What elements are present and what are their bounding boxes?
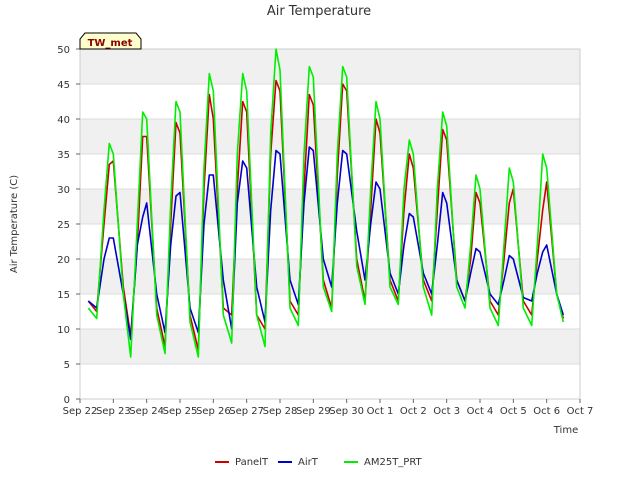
x-axis-label: Time bbox=[553, 425, 578, 436]
x-tick-label: Oct 3 bbox=[433, 406, 460, 417]
y-tick-label: 40 bbox=[57, 115, 70, 126]
series-lines bbox=[87, 48, 565, 358]
x-tick-label: Sep 25 bbox=[163, 406, 198, 417]
background-band bbox=[80, 119, 580, 154]
legend-label-airt: AirT bbox=[298, 457, 319, 468]
y-tick-label: 50 bbox=[57, 45, 70, 56]
legend-label-panelt: PanelT bbox=[235, 457, 269, 468]
x-tick-label: Sep 23 bbox=[96, 406, 131, 417]
x-tick-label: Sep 28 bbox=[263, 406, 298, 417]
x-tick-label: Sep 29 bbox=[296, 406, 331, 417]
station-badge: TW_met bbox=[79, 32, 142, 50]
series-line-airt bbox=[87, 146, 565, 341]
x-tick-label: Sep 30 bbox=[329, 406, 364, 417]
legend-label-am25t_prt: AM25T_PRT bbox=[364, 457, 423, 468]
y-tick-label: 45 bbox=[57, 80, 70, 91]
y-axis-ticks: 0 5 10 15 20 25 30 35 40 45 50 bbox=[57, 45, 80, 406]
x-tick-label: Oct 6 bbox=[533, 406, 560, 417]
background-band bbox=[80, 329, 580, 364]
legend: PanelT AirT AM25T_PRT bbox=[215, 457, 423, 468]
y-tick-label: 5 bbox=[64, 360, 70, 371]
y-tick-label: 35 bbox=[57, 150, 70, 161]
y-tick-label: 0 bbox=[64, 395, 70, 406]
badge-label: TW_met bbox=[88, 38, 133, 49]
y-tick-label: 15 bbox=[57, 290, 70, 301]
x-tick-label: Sep 26 bbox=[196, 406, 231, 417]
series-line-am25t_prt bbox=[87, 48, 565, 358]
badge-shape bbox=[79, 32, 142, 50]
x-tick-label: Oct 1 bbox=[367, 406, 394, 417]
background-band bbox=[80, 259, 580, 294]
y-tick-label: 25 bbox=[57, 220, 70, 231]
background-band bbox=[80, 189, 580, 224]
x-tick-label: Oct 7 bbox=[567, 406, 594, 417]
x-tick-label: Sep 24 bbox=[129, 406, 164, 417]
x-tick-label: Oct 5 bbox=[500, 406, 527, 417]
x-tick-label: Oct 2 bbox=[400, 406, 427, 417]
y-axis-label: Air Temperature (C) bbox=[9, 175, 20, 273]
y-tick-label: 10 bbox=[57, 325, 70, 336]
chart-title: Air Temperature bbox=[267, 4, 371, 19]
plot-background-bands bbox=[80, 49, 580, 364]
x-tick-label: Sep 27 bbox=[229, 406, 264, 417]
x-tick-label: Sep 22 bbox=[63, 406, 98, 417]
y-tick-label: 30 bbox=[57, 185, 70, 196]
y-tick-label: 20 bbox=[57, 255, 70, 266]
x-tick-label: Oct 4 bbox=[467, 406, 494, 417]
background-band bbox=[80, 49, 580, 84]
